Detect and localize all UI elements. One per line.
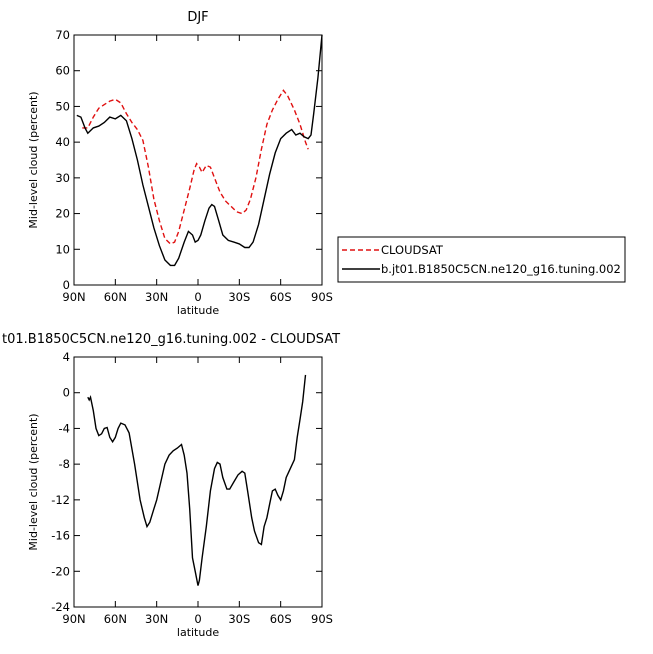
y-tick-label: 50 xyxy=(55,99,70,113)
legend-label: b.jt01.B1850C5CN.ne120_g16.tuning.002 xyxy=(381,262,621,276)
y-tick-label: 60 xyxy=(55,64,70,78)
x-tick-label: 0 xyxy=(194,612,201,626)
x-tick-label: 60S xyxy=(270,612,292,626)
y-tick-label: 10 xyxy=(55,242,70,256)
x-tick-label: 90N xyxy=(62,290,85,304)
x-axis-label: latitude xyxy=(177,626,219,639)
y-axis-label: Mid-level cloud (percent) xyxy=(27,91,40,228)
y-tick-label: 70 xyxy=(55,28,70,42)
x-tick-label: 0 xyxy=(194,290,201,304)
legend-label: CLOUDSAT xyxy=(381,243,444,257)
x-tick-label: 30S xyxy=(228,290,250,304)
x-tick-label: 30S xyxy=(228,612,250,626)
x-axis-label: latitude xyxy=(177,304,219,317)
y-tick-label: 30 xyxy=(55,171,70,185)
x-tick-label: 90S xyxy=(311,290,333,304)
y-tick-label: -24 xyxy=(51,600,70,614)
x-tick-label: 60N xyxy=(104,612,127,626)
x-tick-label: 90S xyxy=(311,612,333,626)
y-tick-label: -20 xyxy=(51,564,70,578)
chart-title: t01.B1850C5CN.ne120_g16.tuning.002 - CLO… xyxy=(2,332,340,347)
x-tick-label: 60S xyxy=(270,290,292,304)
x-tick-label: 30N xyxy=(145,290,168,304)
y-tick-label: 20 xyxy=(55,207,70,221)
y-tick-label: 0 xyxy=(63,278,70,292)
y-tick-label: 0 xyxy=(63,386,70,400)
y-tick-label: 40 xyxy=(55,135,70,149)
y-tick-label: 4 xyxy=(63,350,70,364)
plot-frame xyxy=(73,34,323,286)
y-tick-label: -16 xyxy=(51,529,70,543)
x-tick-label: 30N xyxy=(145,612,168,626)
x-tick-label: 60N xyxy=(104,290,127,304)
data-line xyxy=(76,34,323,267)
y-axis-label: Mid-level cloud (percent) xyxy=(27,413,40,550)
y-tick-label: -12 xyxy=(51,493,70,507)
x-tick-label: 90N xyxy=(62,612,85,626)
legend-box xyxy=(337,236,626,283)
chart-title: DJF xyxy=(187,10,208,25)
data-line xyxy=(82,89,309,245)
y-tick-label: -8 xyxy=(59,457,70,471)
data-line xyxy=(87,374,307,586)
y-tick-label: -4 xyxy=(59,421,70,435)
